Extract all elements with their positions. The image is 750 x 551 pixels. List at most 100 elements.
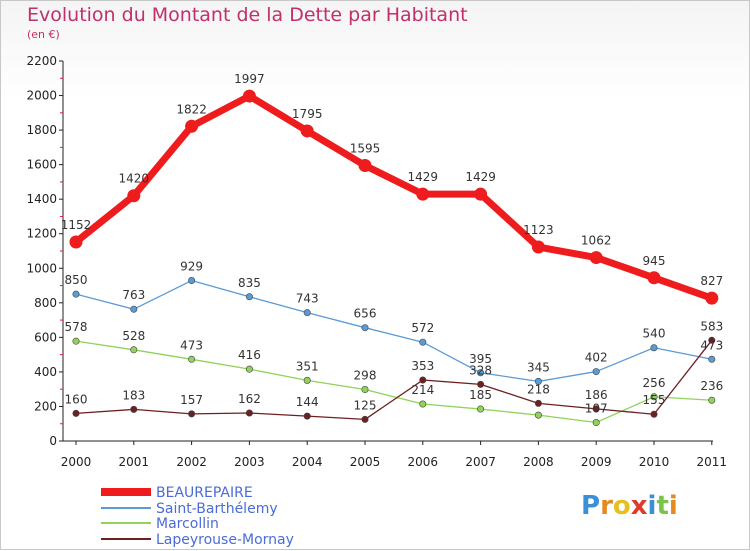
data-label: 328: [469, 363, 492, 377]
data-point: [130, 305, 138, 313]
data-label: 572: [411, 321, 434, 335]
data-point: [416, 187, 430, 201]
data-point: [361, 324, 369, 332]
data-point: [592, 405, 600, 413]
series-line-1: [75, 279, 712, 383]
data-label: 402: [585, 351, 608, 365]
series-line-2: [75, 340, 712, 424]
data-point: [185, 119, 199, 133]
data-point: [245, 293, 253, 301]
data-point: [358, 159, 372, 172]
data-point: [477, 380, 485, 388]
data-label: 743: [296, 292, 319, 306]
data-label: 345: [527, 360, 550, 374]
data-label: 528: [122, 329, 145, 343]
data-label: 107: [585, 402, 608, 416]
series-line-0: [73, 92, 713, 302]
data-point: [592, 419, 600, 427]
logo-letter: r: [600, 491, 613, 521]
data-point: [650, 393, 658, 401]
data-point: [303, 376, 311, 384]
data-label: 929: [180, 260, 203, 274]
data-label: 473: [180, 338, 203, 352]
y-tick-label: 1400: [26, 192, 57, 206]
data-point: [708, 336, 716, 344]
data-point: [303, 309, 311, 317]
data-label: 218: [527, 382, 550, 396]
data-point: [419, 376, 427, 384]
data-label: 183: [122, 388, 145, 402]
data-label: 185: [469, 388, 492, 402]
data-point: [361, 415, 369, 423]
data-point: [589, 251, 603, 265]
data-point: [361, 386, 369, 394]
data-point: [705, 291, 719, 305]
data-label: 583: [700, 319, 723, 333]
data-point: [474, 187, 488, 201]
y-tick-label: 1800: [26, 123, 57, 137]
proxiti-logo: Proxiti: [581, 491, 678, 521]
data-label: 540: [643, 327, 666, 341]
data-label: 160: [65, 392, 88, 406]
data-point: [531, 240, 545, 254]
data-point: [72, 290, 80, 298]
chart-subtitle: (en €): [27, 28, 60, 41]
data-point: [534, 411, 542, 419]
x-tick-label: 2010: [639, 455, 670, 469]
data-point: [592, 368, 600, 376]
data-point: [708, 396, 716, 404]
x-tick-label: 2009: [581, 455, 612, 469]
data-point: [419, 338, 427, 346]
data-point: [650, 344, 658, 352]
data-label: 125: [354, 398, 377, 412]
data-label: 256: [643, 376, 666, 390]
data-label: 155: [643, 393, 666, 407]
data-label: 835: [238, 276, 261, 290]
data-label: 351: [296, 359, 319, 373]
y-tick-label: 600: [34, 330, 57, 344]
data-point: [300, 124, 314, 138]
data-label: 945: [643, 254, 666, 268]
data-label: 186: [585, 388, 608, 402]
data-point: [130, 405, 138, 413]
x-tick-label: 2006: [408, 455, 439, 469]
data-point: [188, 277, 196, 285]
data-point: [303, 412, 311, 420]
y-tick-label: 0: [49, 434, 57, 448]
data-label: 1997: [234, 72, 265, 86]
data-label: 1595: [350, 142, 381, 156]
data-point: [72, 409, 80, 417]
data-point: [245, 365, 253, 373]
data-label: 162: [238, 392, 261, 406]
data-point: [534, 399, 542, 407]
y-tick-label: 2000: [26, 89, 57, 103]
data-label: 578: [65, 320, 88, 334]
logo-letter: x: [630, 491, 648, 521]
x-tick-label: 2002: [176, 455, 207, 469]
data-point: [647, 271, 661, 285]
legend-label: Marcollin: [156, 516, 219, 532]
logo-letter: t: [656, 491, 669, 521]
data-label: 1822: [176, 102, 207, 116]
x-tick-label: 2008: [523, 455, 554, 469]
y-tick-label: 800: [34, 296, 57, 310]
data-point: [127, 189, 141, 203]
y-tick-label: 2200: [26, 54, 57, 68]
data-label: 1062: [581, 234, 612, 248]
data-point: [72, 337, 80, 345]
x-tick-label: 2007: [465, 455, 496, 469]
data-label: 473: [700, 338, 723, 352]
data-label: 214: [411, 383, 434, 397]
x-tick-label: 2011: [697, 455, 728, 469]
data-label: 1152: [61, 218, 92, 232]
data-label: 416: [238, 348, 261, 362]
logo-letter: P: [581, 491, 601, 521]
x-tick-label: 2003: [234, 455, 265, 469]
data-label: 827: [700, 274, 723, 288]
data-label: 298: [354, 369, 377, 383]
legend-label: Saint-Barthélemy: [156, 501, 278, 517]
data-point: [188, 410, 196, 418]
data-label: 157: [180, 393, 203, 407]
data-point: [130, 346, 138, 354]
